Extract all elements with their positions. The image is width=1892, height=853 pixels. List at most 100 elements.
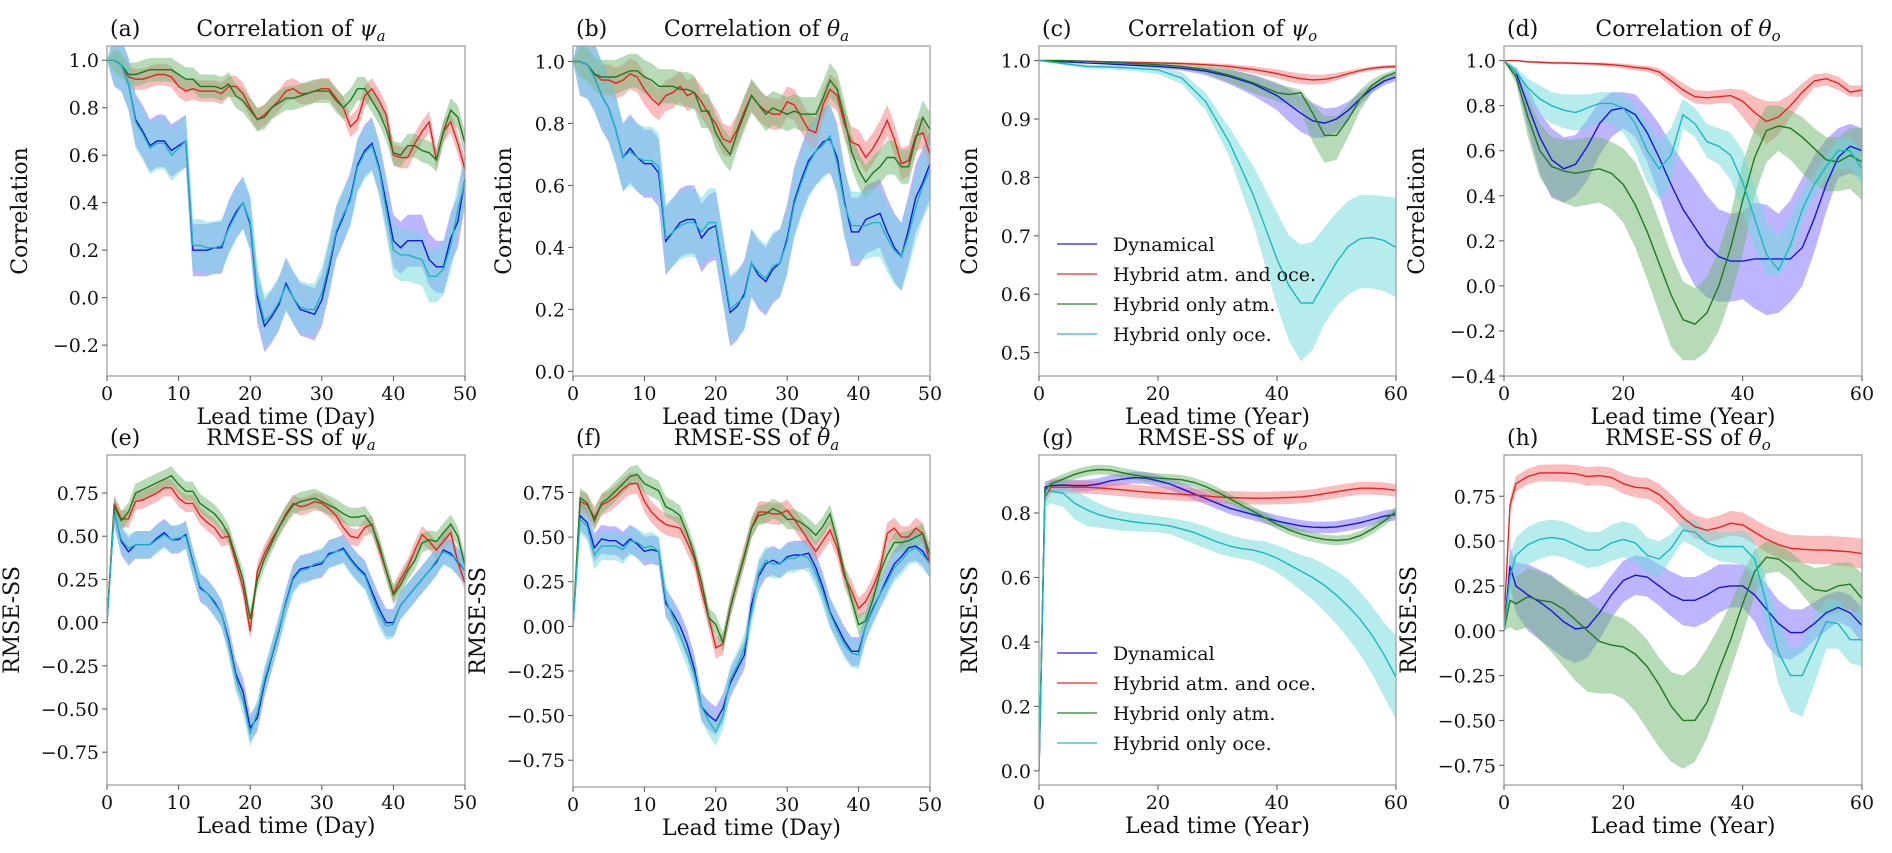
- axes-frame: [1503, 454, 1863, 786]
- panel-h: 0 20 40 60 −0.75 −0.50 −0.25 0.00 0.25 0.50 0.75 Le…: [1397, 426, 1874, 839]
- band-hybrid-only-oce-: [1039, 482, 1396, 771]
- panel-letter: (e): [110, 426, 140, 451]
- panel-title: Correlation of ψo: [1128, 17, 1317, 45]
- x-tick-label: 0: [567, 383, 579, 405]
- panel-letter: (h): [1507, 426, 1538, 451]
- y-tick-label: −0.50: [1438, 710, 1496, 732]
- y-tick-label: 0.6: [69, 145, 99, 167]
- x-tick-label: 0: [1498, 792, 1510, 814]
- legend-entry: Dynamical: [1113, 643, 1215, 665]
- line-hybrid-only-atm-: [573, 60, 930, 184]
- y-tick-label: 1.0: [1466, 51, 1496, 73]
- x-tick-label: 20: [238, 383, 262, 405]
- band-dynamical: [107, 46, 465, 353]
- panel-g: 0 20 40 60 0.0 0.2 0.4 0.6 0.8 Lead time (Year) RM…: [958, 426, 1408, 839]
- panel-letter: (b): [576, 17, 607, 42]
- line-dynamical: [1504, 60, 1862, 262]
- plot-area: [1039, 59, 1396, 362]
- panel-letter: (f): [576, 426, 601, 451]
- y-axis-label: Correlation: [492, 147, 517, 275]
- band-hybrid-only-oce-: [573, 505, 930, 746]
- plot-area: [573, 46, 930, 347]
- line-hybrid-atm-and-oce-: [1504, 472, 1862, 622]
- panel-d: 0 20 40 60 −0.4 −0.2 0.0 0.2 0.4 0.6 0.8 1.0 Lead ti…: [1405, 17, 1874, 430]
- line-hybrid-only-oce-: [1504, 60, 1862, 272]
- y-axis-label: RMSE-SS: [958, 566, 983, 674]
- legend-entry: Hybrid only atm.: [1113, 294, 1275, 316]
- panel-b: 0 10 20 30 40 50 0.0 0.2 0.4 0.6 0.8 1.0 Lead time (…: [492, 17, 942, 430]
- plot-area: [1504, 59, 1862, 361]
- band-hybrid-only-oce-: [1039, 60, 1396, 362]
- y-tick-label: 0.0: [535, 361, 565, 383]
- line-hybrid-only-atm-: [1039, 59, 1396, 137]
- y-tick-label: 0.50: [57, 526, 99, 548]
- y-tick-label: 0.9: [1001, 109, 1031, 131]
- x-tick-label: 40: [1265, 792, 1289, 814]
- line-hybrid-only-atm-: [107, 59, 465, 162]
- panel-f: 0 10 20 30 40 50 −0.75 −0.50 −0.25 0.00 0.25 0.50 0.…: [466, 426, 942, 841]
- line-hybrid-only-oce-: [1504, 529, 1862, 677]
- x-axis-label: Lead time (Day): [662, 816, 841, 841]
- y-tick-label: 1.0: [535, 51, 565, 73]
- x-axis-label: Lead time (Year): [1590, 814, 1775, 839]
- legend: Dynamical Hybrid atm. and oce. Hybrid only…: [1057, 643, 1316, 755]
- y-tick-label: 0.25: [57, 569, 99, 591]
- band-hybrid-atm-and-oce-: [1504, 464, 1862, 622]
- y-axis-label: RMSE-SS: [1397, 566, 1422, 674]
- panel-title: RMSE-SS of θo: [1605, 426, 1770, 454]
- legend: Dynamical Hybrid atm. and oce. Hybrid only…: [1057, 234, 1316, 346]
- y-tick-label: 1.0: [1001, 51, 1031, 73]
- y-tick-label: 0.00: [1454, 621, 1496, 643]
- y-tick-label: 0.4: [1001, 632, 1031, 654]
- x-tick-label: 40: [381, 792, 405, 814]
- axes-frame: [1503, 45, 1863, 377]
- y-tick-label: 0.00: [523, 616, 565, 638]
- x-axis-label: Lead time (Year): [1590, 405, 1775, 430]
- x-tick-label: 0: [1033, 383, 1045, 405]
- panel-title: Correlation of θa: [664, 17, 849, 45]
- y-tick-label: 0.25: [1454, 576, 1496, 598]
- y-tick-label: 0.50: [523, 527, 565, 549]
- x-tick-label: 0: [1498, 383, 1510, 405]
- axes-frame: [106, 45, 466, 377]
- x-tick-label: 30: [310, 383, 334, 405]
- y-tick-label: 0.75: [523, 482, 565, 504]
- line-hybrid-only-oce-: [1039, 59, 1396, 304]
- x-tick-label: 10: [632, 383, 656, 405]
- x-axis-label: Lead time (Year): [1125, 814, 1310, 839]
- line-hybrid-only-oce-: [107, 513, 465, 736]
- band-hybrid-atm-and-oce-: [1039, 60, 1396, 85]
- y-tick-label: 0.2: [1466, 231, 1496, 253]
- legend-entry: Hybrid atm. and oce.: [1113, 673, 1316, 695]
- plot-area: [573, 464, 930, 746]
- band-hybrid-only-atm-: [107, 48, 465, 172]
- y-tick-label: 0.2: [535, 299, 565, 321]
- panel-c: 0 20 40 60 0.5 0.6 0.7 0.8 0.9 1.0 Lead time (Year…: [958, 17, 1408, 430]
- x-tick-label: 0: [567, 794, 579, 816]
- y-tick-label: 0.2: [69, 240, 99, 262]
- x-tick-label: 50: [918, 794, 942, 816]
- x-tick-label: 60: [1850, 792, 1874, 814]
- x-axis-label: Lead time (Day): [662, 405, 841, 430]
- line-dynamical: [1504, 565, 1862, 634]
- plot-area: [1039, 464, 1396, 771]
- y-tick-label: −0.25: [1438, 666, 1496, 688]
- line-hybrid-atm-and-oce-: [107, 59, 465, 170]
- x-tick-label: 50: [918, 383, 942, 405]
- x-tick-label: 20: [704, 383, 728, 405]
- y-tick-label: 0.0: [1001, 761, 1031, 783]
- x-tick-label: 30: [775, 383, 799, 405]
- plot-area: [1504, 464, 1862, 769]
- y-tick-label: 0.25: [523, 572, 565, 594]
- y-tick-label: −0.50: [41, 699, 99, 721]
- legend-entry: Hybrid only atm.: [1113, 703, 1275, 725]
- x-tick-label: 40: [381, 383, 405, 405]
- panel-e: 0 10 20 30 40 50 −0.75 −0.50 −0.25 0.00 0.25 0.50 0.…: [0, 426, 477, 839]
- line-hybrid-only-atm-: [573, 473, 930, 645]
- x-tick-label: 20: [1146, 792, 1170, 814]
- x-tick-label: 20: [1611, 792, 1635, 814]
- x-tick-label: 20: [238, 792, 262, 814]
- y-tick-label: 0.6: [1001, 567, 1031, 589]
- y-tick-label: 0.8: [1001, 503, 1031, 525]
- x-tick-label: 30: [775, 794, 799, 816]
